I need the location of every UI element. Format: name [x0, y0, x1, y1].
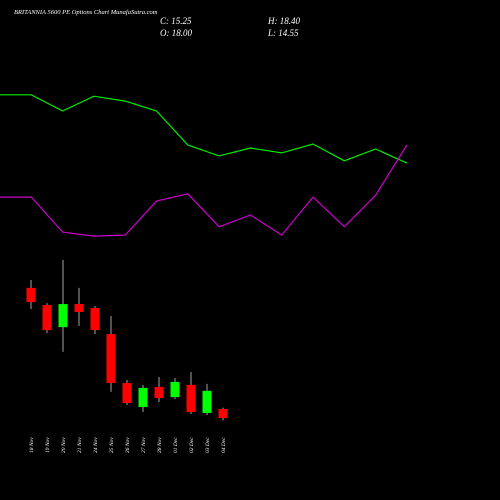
x-tick-label: 18 Nov [29, 437, 35, 453]
candle-body [106, 334, 116, 383]
candle-body [186, 384, 196, 412]
candle-body [42, 305, 52, 331]
x-tick-label: 26 Nov [125, 437, 131, 453]
indicator-line [0, 144, 408, 237]
candle-body [58, 304, 68, 328]
low-info: L: 14.55 [267, 28, 299, 38]
candle-body [154, 386, 164, 399]
x-tick-label: 21 Nov [77, 437, 83, 453]
candle-body [74, 304, 84, 312]
x-tick-label: 25 Nov [109, 437, 115, 453]
x-tick-label: 03 Dec [205, 437, 211, 453]
x-tick-label: 02 Dec [189, 437, 195, 453]
candle-body [26, 287, 36, 303]
open-info: O: 18.00 [160, 28, 192, 38]
x-tick-label: 04 Dec [220, 437, 227, 453]
indicator-line [0, 94, 408, 164]
x-tick-label: 01 Dec [173, 437, 179, 453]
candle-body [218, 409, 228, 419]
high-info: H: 18.40 [267, 16, 300, 26]
candle-body [122, 382, 132, 404]
chart-title: BRITANNIA 5600 PE Options Chart MunafaSu… [14, 9, 158, 16]
x-tick-label: 20 Nov [61, 437, 67, 453]
candle-body [170, 381, 180, 398]
x-tick-label: 24 Nov [92, 437, 99, 453]
close-info: C: 15.25 [160, 16, 192, 26]
x-tick-label: 19 Nov [45, 437, 51, 453]
candle-body [138, 387, 148, 408]
candle-body [90, 308, 100, 331]
x-tick-label: 28 Nov [157, 437, 163, 453]
x-tick-label: 27 Nov [141, 437, 147, 453]
candle-body [202, 390, 212, 413]
